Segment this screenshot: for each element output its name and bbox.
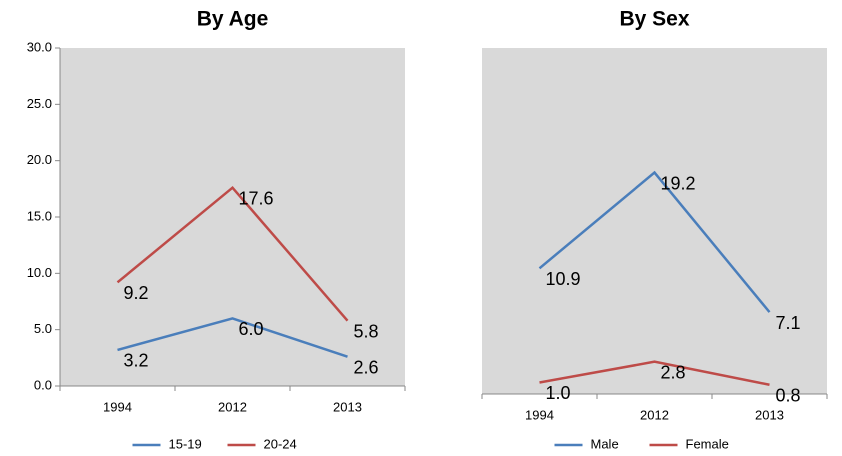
- x-tick-label: 2013: [333, 399, 362, 414]
- chart-title: By Sex: [619, 8, 689, 31]
- y-tick-label: 15.0: [27, 208, 52, 223]
- legend-label: 20-24: [264, 436, 297, 451]
- plot-area: [482, 48, 827, 394]
- data-label: 3.2: [124, 351, 149, 371]
- chart-title: By Age: [197, 8, 269, 31]
- y-tick-label: 0.0: [34, 377, 52, 392]
- plot-area: [60, 48, 405, 386]
- y-tick-label: 30.0: [27, 39, 52, 54]
- legend-label: Male: [591, 436, 619, 451]
- y-tick-label: 5.0: [34, 321, 52, 336]
- data-label: 5.8: [354, 321, 379, 341]
- data-label: 9.2: [124, 283, 149, 303]
- y-tick-label: 20.0: [27, 152, 52, 167]
- data-label: 17.6: [239, 188, 274, 208]
- data-label: 1.0: [546, 383, 571, 403]
- series-line: [538, 170, 771, 313]
- x-tick-label: 2013: [755, 407, 784, 422]
- data-label: 7.1: [776, 313, 801, 333]
- series-line: [117, 317, 348, 358]
- data-label: 2.8: [661, 362, 686, 382]
- data-label: 0.8: [776, 386, 801, 406]
- legend-label: Female: [686, 436, 729, 451]
- data-label: 10.9: [546, 269, 581, 289]
- x-tick-label: 2012: [218, 399, 247, 414]
- data-label: 19.2: [661, 173, 696, 193]
- legend-label: 15-19: [169, 436, 202, 451]
- x-tick-label: 1994: [525, 407, 554, 422]
- series-line: [116, 185, 349, 322]
- x-tick-label: 2012: [640, 407, 669, 422]
- y-tick-label: 25.0: [27, 96, 52, 111]
- data-label: 2.6: [354, 357, 379, 377]
- series-line: [539, 360, 770, 386]
- data-label: 6.0: [239, 319, 264, 339]
- y-tick-label: 10.0: [27, 265, 52, 280]
- x-tick-label: 1994: [103, 399, 132, 414]
